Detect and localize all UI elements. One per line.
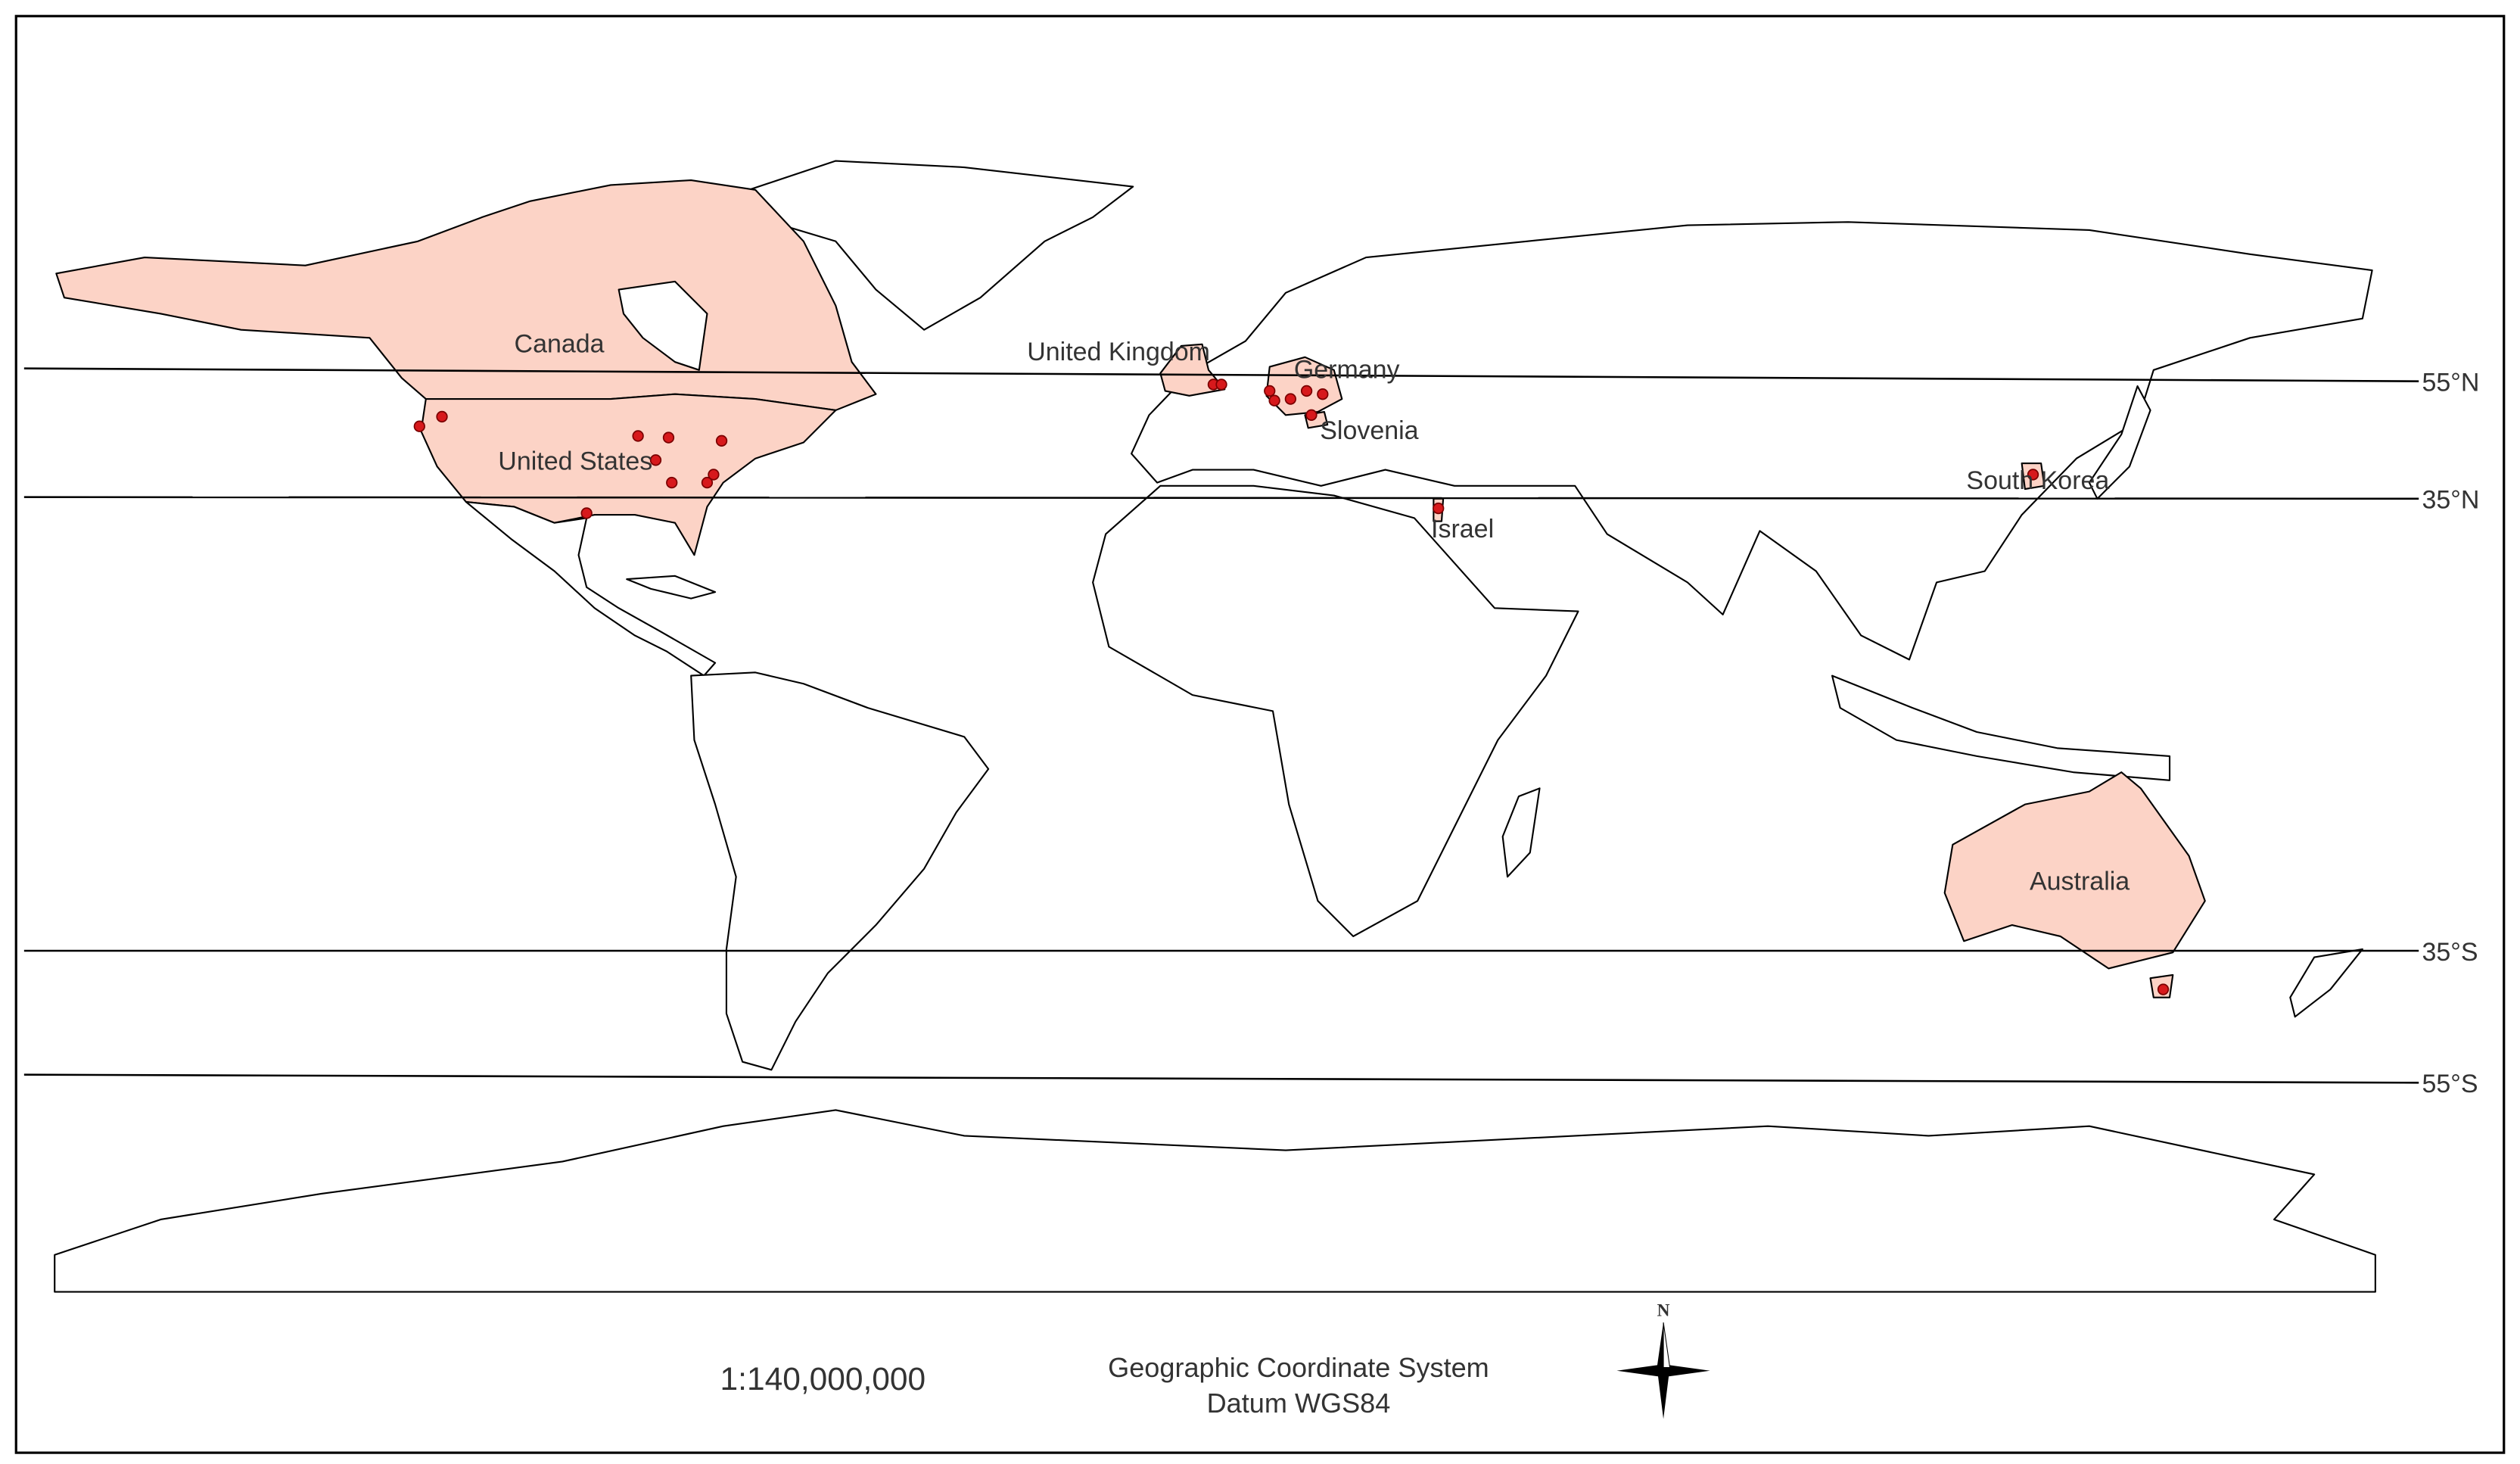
country-label: Australia [2030,867,2130,896]
latitude-label: 55°S [2422,1070,2478,1098]
site-marker [1284,393,1296,405]
coordinate-system: Geographic Coordinate System [1108,1352,1489,1383]
north-label: N [1657,1300,1670,1320]
site-marker [1264,385,1276,397]
country-label: Slovenia [1320,416,1418,445]
site-marker [701,476,714,489]
indonesia [1831,674,2171,781]
greenland [738,160,1134,331]
site-marker [1215,378,1227,391]
site-marker [632,430,644,442]
caribbean [626,575,717,600]
site-marker [1305,409,1318,421]
footer: 1:140,000,000 Geographic Coordinate Syst… [720,1300,1710,1419]
study-sites [413,378,2170,995]
site-marker [2027,469,2039,481]
country-label: Canada [515,329,605,358]
latitude-line [23,367,2419,382]
site-marker [708,469,720,481]
country-label: United Kingdom [1027,338,1210,366]
datum: Datum WGS84 [1207,1388,1391,1419]
latitude-label: 35°S [2422,938,2478,967]
country-label: Israel [1431,515,1494,544]
site-marker [580,507,593,519]
africa [1092,484,1579,937]
site-marker [436,410,448,423]
south-america [690,671,990,1071]
scale-text: 1:140,000,000 [720,1362,926,1397]
site-marker [2157,983,2170,995]
site-marker [666,476,678,489]
landmasses [54,160,2376,1293]
hudson-bay [618,280,708,371]
country-label: United States [498,447,652,476]
site-marker [1300,385,1313,397]
country-labels: Canada United States United Kingdom Germany… [498,329,2130,896]
latitude-label: 35°N [2422,486,2479,515]
site-marker [1268,394,1280,406]
site-marker [649,454,662,466]
latitude-line [23,1073,2419,1084]
eurasia [1131,221,2373,661]
australia [1943,771,2206,970]
antarctica [54,1109,2376,1293]
latitude-line [23,496,2419,500]
site-marker [1433,502,1445,515]
central-america [465,501,717,677]
country-label: Germany [1294,355,1400,384]
madagascar [1501,787,1541,878]
site-marker [715,435,728,447]
site-marker [662,431,675,444]
latitude-label: 55°N [2422,368,2479,397]
site-marker [1317,388,1329,400]
latitude-lines: 55°N 35°N 35°S 55°S [23,367,2479,1098]
site-marker [413,420,425,432]
country-label: South Korea [1966,466,2109,495]
